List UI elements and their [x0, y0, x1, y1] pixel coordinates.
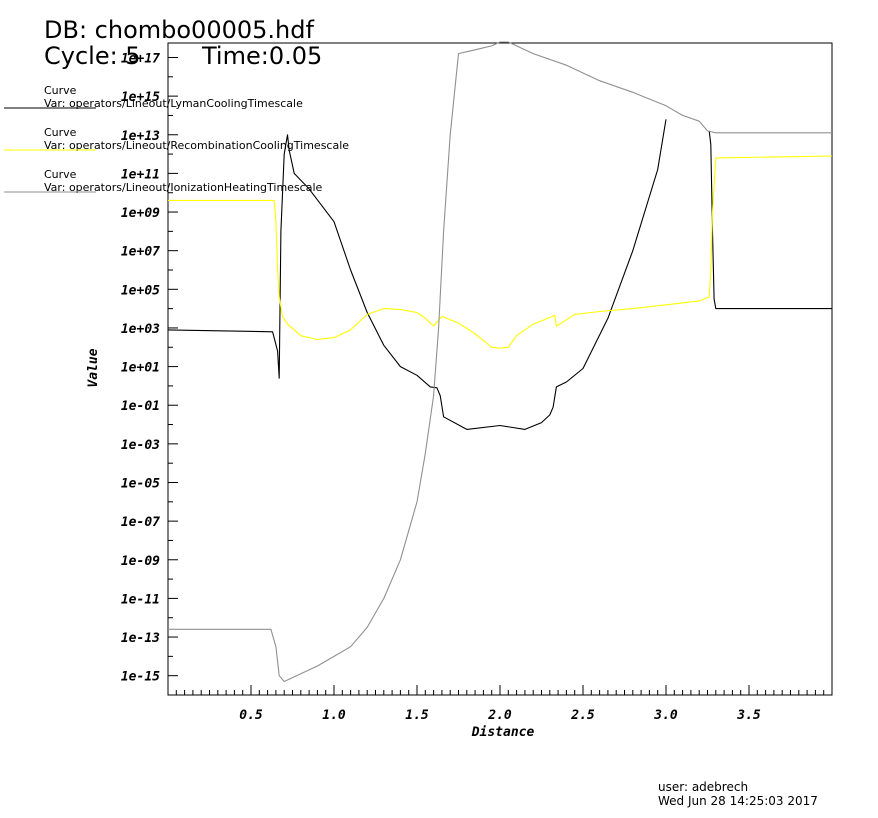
cycle-label: Cycle: 5 — [44, 42, 141, 70]
y-tick-label: 1e+05 — [121, 283, 160, 298]
x-tick-label: 2.5 — [570, 708, 595, 723]
footer-date: Wed Jun 28 14:25:03 2017 — [658, 794, 818, 808]
x-tick-label: 0.5 — [239, 708, 263, 723]
y-tick-label: 1e-15 — [121, 670, 160, 685]
legend-entry-recombination-var: Var: operators/Lineout/RecombinationCool… — [44, 139, 349, 152]
x-tick-label: 3.5 — [736, 708, 761, 723]
y-tick-label: 1e+07 — [121, 245, 160, 260]
y-tick-label: 1e-07 — [121, 515, 160, 530]
x-tick-label: 1.5 — [405, 708, 429, 723]
y-tick-label: 1e-11 — [121, 592, 160, 607]
legend-entry-ionization: Curve Var: operators/Lineout/IonizationH… — [4, 168, 323, 194]
y-tick-label: 1e-03 — [121, 438, 160, 453]
x-tick-label: 3.0 — [653, 708, 678, 723]
y-tick-label: 1e+11 — [121, 167, 160, 182]
series-line-3 — [168, 41, 832, 683]
legend-entry-ionization-var: Var: operators/Lineout/IonizationHeating… — [44, 181, 323, 194]
ticks-layer: 0.5 1.0 1.5 2.0 2.5 3.0 3.5 1e-15 1e-13 1e-11 1e-0… — [121, 51, 825, 723]
legend-entry-recombination-title: Curve — [44, 126, 77, 139]
legend-entry-lyman-var: Var: operators/Lineout/LymanCoolingTimes… — [44, 97, 303, 110]
legend-entry-recombination: Curve Var: operators/Lineout/Recombinati… — [4, 126, 349, 152]
y-tick-label: 1e+17 — [121, 51, 160, 66]
y-tick-label: 1e-09 — [121, 554, 160, 569]
y-tick-label: 1e-05 — [121, 476, 160, 491]
legend-entry-ionization-title: Curve — [44, 168, 77, 181]
time-label: Time:0.05 — [201, 42, 322, 70]
y-tick-label: 1e+13 — [121, 129, 160, 144]
legend-entry-lyman-title: Curve — [44, 84, 77, 97]
x-tick-label: 1.0 — [322, 708, 346, 723]
y-tick-label: 1e-01 — [121, 399, 160, 414]
y-tick-label: 1e-13 — [121, 631, 160, 646]
series-line-1 — [708, 130, 832, 310]
y-tick-label: 1e+09 — [121, 206, 160, 221]
y-tick-label: 1e+03 — [121, 322, 160, 337]
x-axis-label: Distance — [471, 725, 535, 740]
db-title: DB: chombo00005.hdf — [44, 16, 314, 44]
legend: Curve Var: operators/Lineout/LymanCoolin… — [4, 84, 349, 194]
footer-user: user: adebrech — [658, 780, 748, 794]
series-line-2 — [168, 155, 833, 349]
series-layer — [167, 41, 833, 683]
y-axis-label: Value — [86, 348, 101, 387]
series-line-0 — [167, 119, 667, 430]
legend-entry-lyman: Curve Var: operators/Lineout/LymanCoolin… — [4, 84, 303, 110]
y-tick-label: 1e+15 — [121, 90, 160, 105]
x-tick-label: 2.0 — [487, 708, 512, 723]
y-tick-label: 1e+01 — [121, 361, 160, 376]
